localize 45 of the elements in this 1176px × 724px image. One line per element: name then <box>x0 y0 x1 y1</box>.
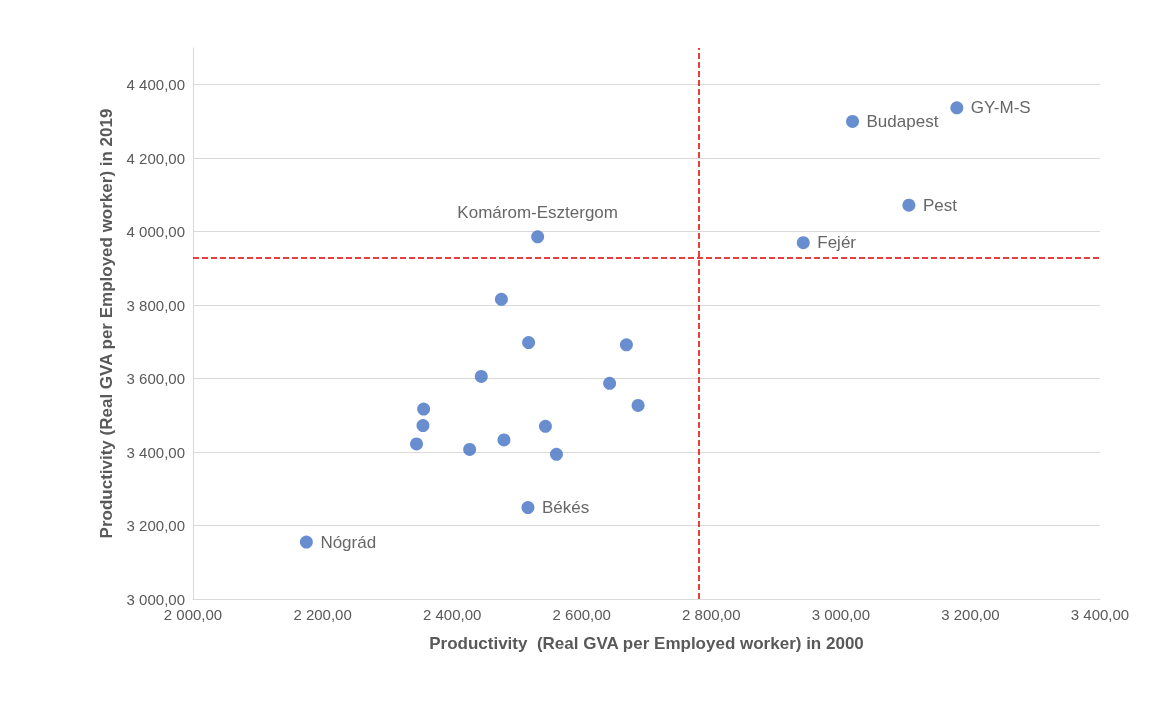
point <box>299 535 313 549</box>
x-axis-title: Productivity (Real GVA per Employed worker) in 2000 <box>429 634 864 653</box>
point <box>474 369 488 383</box>
y-tick-label: 3 800,00 <box>126 296 185 314</box>
x-tick-label: 2 400,00 <box>422 606 482 623</box>
x-tick-label: 3 000,00 <box>811 606 871 623</box>
annotation: Fejér <box>817 233 857 253</box>
point <box>531 230 545 244</box>
y-tick-label: 3 400,00 <box>126 443 185 461</box>
annotation: Pest <box>922 195 958 215</box>
point <box>846 114 860 128</box>
point <box>796 236 810 250</box>
point <box>463 443 477 456</box>
point <box>494 292 508 306</box>
x-tick-label: 2 200,00 <box>293 606 352 623</box>
x-tick-label: 2 800,00 <box>682 606 741 623</box>
point <box>631 398 645 412</box>
point <box>549 447 563 461</box>
x-tick-label: 3 400,00 <box>1070 606 1130 623</box>
x-tick-label: 2 000,00 <box>163 606 223 623</box>
point <box>521 501 535 515</box>
point <box>902 198 916 212</box>
point <box>416 419 430 433</box>
point <box>497 433 511 447</box>
point <box>950 101 964 115</box>
annotation: Komárom-Esztergom <box>457 202 618 222</box>
x-tick-label: 2 600,00 <box>552 606 611 623</box>
annotation: GY-M-S <box>970 98 1031 118</box>
point <box>619 338 633 352</box>
y-axis-title: Productivity (Real GVA per Employed worker) in 2019 <box>97 108 116 539</box>
x-tick-label: 3 200,00 <box>941 606 1000 623</box>
y-tick-label: 3 600,00 <box>126 370 185 388</box>
y-tick-label: 3 200,00 <box>126 517 185 535</box>
annotation: Budapest <box>866 111 939 131</box>
point <box>538 419 552 433</box>
y-tick-label: 4 000,00 <box>126 223 185 241</box>
y-tick-label: 4 400,00 <box>126 76 185 94</box>
annotation: Békés <box>541 498 590 518</box>
annotation: Nógrád <box>320 532 377 552</box>
point <box>522 336 536 350</box>
point <box>417 402 431 416</box>
y-tick-label: 3 000,00 <box>126 590 185 608</box>
point <box>410 437 424 451</box>
y-tick-label: 4 200,00 <box>126 149 185 167</box>
point <box>603 376 617 390</box>
